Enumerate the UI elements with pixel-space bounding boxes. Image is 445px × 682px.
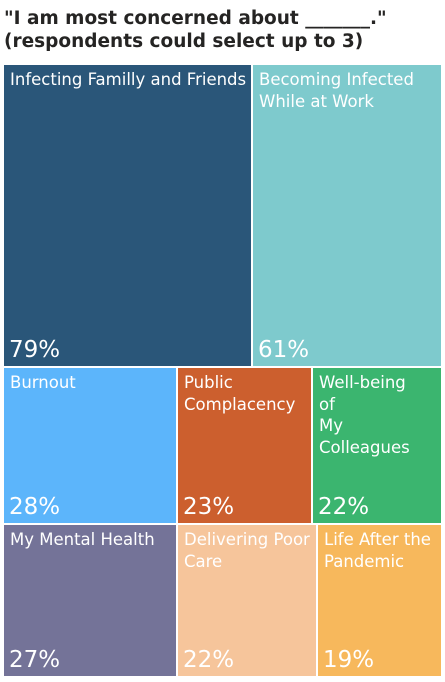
treemap-tile-delivering-poor-care[interactable]: Delivering Poor Care 22% [177, 524, 317, 677]
tile-value-label: 23% [183, 494, 235, 520]
tile-label: Well-being of My Colleagues [319, 373, 410, 457]
tile-value-label: 28% [9, 494, 61, 520]
treemap-tile-burnout[interactable]: Burnout 28% [3, 367, 177, 524]
tile-label: Burnout [10, 373, 76, 392]
tile-label: Public Complacency [184, 373, 296, 414]
treemap-tile-life-after-pandemic[interactable]: Life After the Pandemic 19% [317, 524, 442, 677]
tile-value-label: 79% [9, 337, 61, 363]
tile-label: Becoming Infected While at Work [259, 70, 414, 111]
tile-label: Delivering Poor Care [184, 530, 310, 571]
tile-label: Life After the Pandemic [324, 530, 431, 571]
chart-title-line-1: "I am most concerned about _______." [4, 8, 387, 29]
treemap-tile-becoming-infected-at-work[interactable]: Becoming Infected While at Work 61% [252, 64, 442, 367]
tile-label: Infecting Familly and Friends [10, 70, 247, 89]
treemap-tile-infecting-family-and-friends[interactable]: Infecting Familly and Friends 79% [3, 64, 252, 367]
treemap-tile-wellbeing-of-colleagues[interactable]: Well-being of My Colleagues 22% [312, 367, 442, 524]
tile-label: My Mental Health [10, 530, 155, 549]
chart-title: "I am most concerned about _______." (re… [4, 7, 442, 53]
treemap-tile-my-mental-health[interactable]: My Mental Health 27% [3, 524, 177, 677]
tile-value-label: 19% [323, 647, 375, 673]
tile-value-label: 22% [183, 647, 235, 673]
tile-value-label: 22% [318, 494, 370, 520]
treemap-tile-public-complacency[interactable]: Public Complacency 23% [177, 367, 312, 524]
chart-subtitle: (respondents could select up to 3) [4, 31, 364, 52]
tile-value-label: 27% [9, 647, 61, 673]
tile-value-label: 61% [258, 337, 310, 363]
